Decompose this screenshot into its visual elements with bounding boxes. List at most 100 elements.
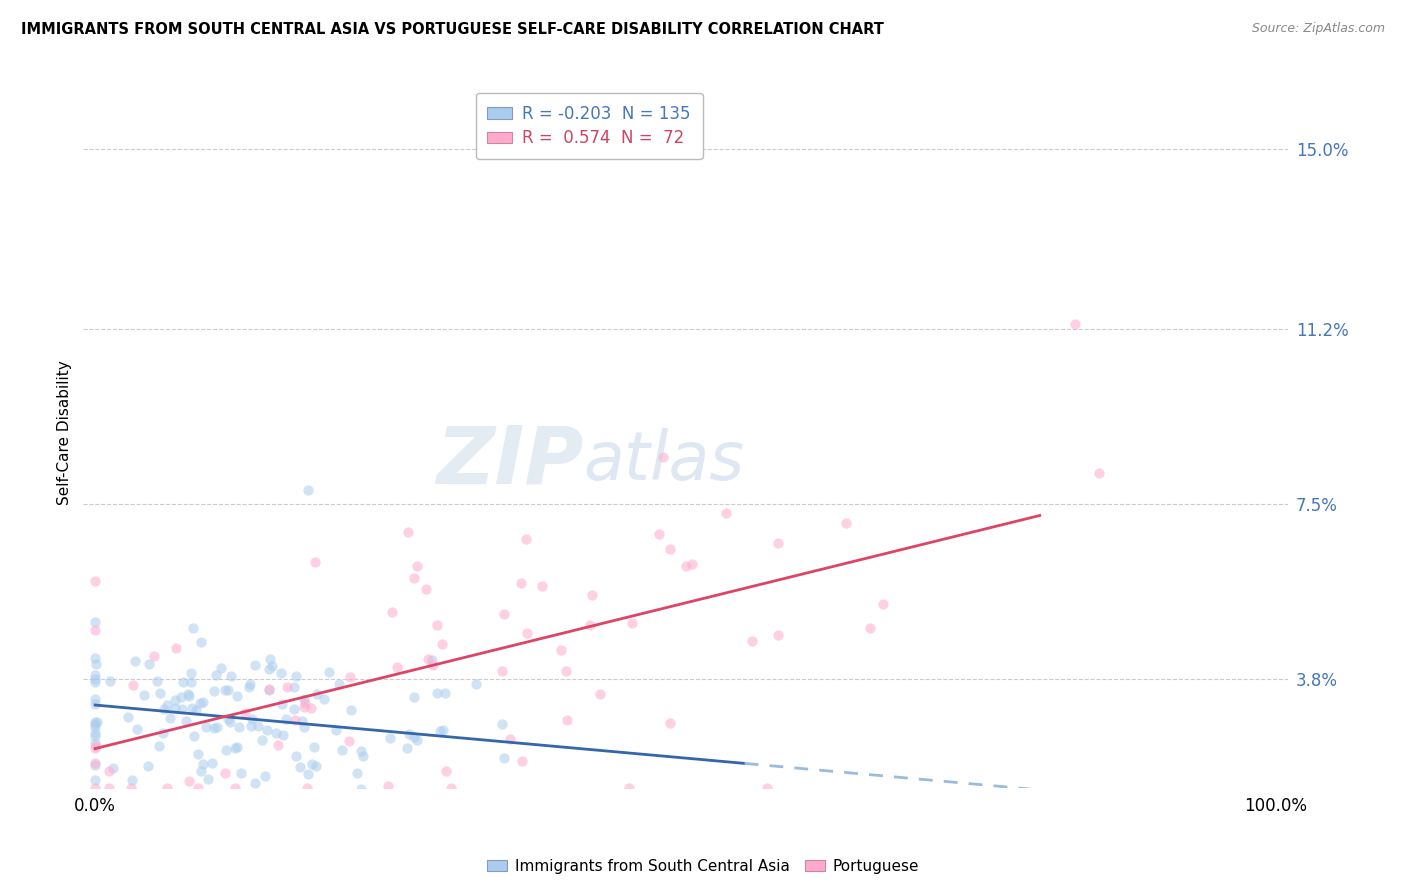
Point <box>179 774 201 789</box>
Point <box>174 714 197 728</box>
Point <box>224 781 246 796</box>
Point <box>305 688 328 702</box>
Point <box>214 743 236 757</box>
Point <box>239 677 262 691</box>
Point <box>406 558 429 573</box>
Point <box>434 764 457 778</box>
Point <box>217 712 239 726</box>
Point <box>768 535 790 549</box>
Point <box>288 759 311 773</box>
Point <box>180 675 202 690</box>
Point <box>377 779 399 793</box>
Point <box>581 588 603 602</box>
Point <box>510 575 533 590</box>
Point <box>259 682 281 697</box>
Point <box>284 713 307 727</box>
Point <box>621 615 644 630</box>
Point <box>224 741 246 756</box>
Point <box>617 781 640 796</box>
Point <box>276 680 298 694</box>
Point <box>429 724 451 739</box>
Point <box>404 570 426 584</box>
Point <box>872 597 894 611</box>
Point <box>143 649 166 664</box>
Point <box>550 643 572 657</box>
Point <box>491 664 513 678</box>
Point <box>285 669 308 683</box>
Point <box>84 717 107 731</box>
Point <box>579 618 602 632</box>
Point <box>318 665 340 679</box>
Point <box>219 714 242 729</box>
Point <box>271 698 294 712</box>
Point <box>451 804 474 818</box>
Point <box>217 683 239 698</box>
Point <box>250 733 273 747</box>
Point <box>165 692 187 706</box>
Point <box>84 667 107 681</box>
Point <box>396 524 419 539</box>
Point <box>675 558 697 573</box>
Point <box>394 802 416 816</box>
Point <box>188 696 211 710</box>
Point <box>515 532 537 546</box>
Point <box>418 652 440 666</box>
Point <box>302 739 325 754</box>
Point <box>283 702 305 716</box>
Point <box>499 731 522 746</box>
Point <box>658 715 681 730</box>
Point <box>406 732 429 747</box>
Point <box>84 756 107 770</box>
Point <box>98 764 121 779</box>
Point <box>84 726 107 740</box>
Point <box>84 623 107 637</box>
Point <box>159 711 181 725</box>
Point <box>177 690 200 704</box>
Point <box>152 726 174 740</box>
Point <box>84 736 107 750</box>
Point <box>163 700 186 714</box>
Point <box>170 690 193 704</box>
Point <box>415 582 437 596</box>
Point <box>859 621 882 635</box>
Point <box>197 772 219 787</box>
Point <box>426 686 449 700</box>
Point <box>285 748 308 763</box>
Point <box>240 719 263 733</box>
Point <box>647 527 669 541</box>
Point <box>262 659 284 673</box>
Point <box>350 744 373 758</box>
Point <box>756 781 779 796</box>
Point <box>214 766 236 780</box>
Point <box>202 721 225 735</box>
Point <box>430 637 453 651</box>
Point <box>339 703 361 717</box>
Point <box>170 702 193 716</box>
Text: ZIP: ZIP <box>436 422 583 500</box>
Point <box>172 675 194 690</box>
Point <box>292 720 315 734</box>
Point <box>125 723 148 737</box>
Point <box>204 668 226 682</box>
Point <box>1088 467 1111 481</box>
Point <box>259 651 281 665</box>
Point <box>714 506 737 520</box>
Point <box>404 731 426 745</box>
Point <box>194 720 217 734</box>
Point <box>292 691 315 706</box>
Point <box>425 801 447 815</box>
Legend: R = -0.203  N = 135, R =  0.574  N =  72: R = -0.203 N = 135, R = 0.574 N = 72 <box>475 93 703 159</box>
Point <box>530 579 553 593</box>
Point <box>395 741 418 756</box>
Point <box>385 660 408 674</box>
Point <box>367 805 389 819</box>
Point <box>187 781 209 796</box>
Point <box>98 781 121 796</box>
Text: atlas: atlas <box>583 428 744 494</box>
Point <box>274 712 297 726</box>
Point <box>325 723 347 737</box>
Point <box>297 767 319 781</box>
Point <box>84 781 107 796</box>
Point <box>835 516 858 531</box>
Point <box>434 685 457 699</box>
